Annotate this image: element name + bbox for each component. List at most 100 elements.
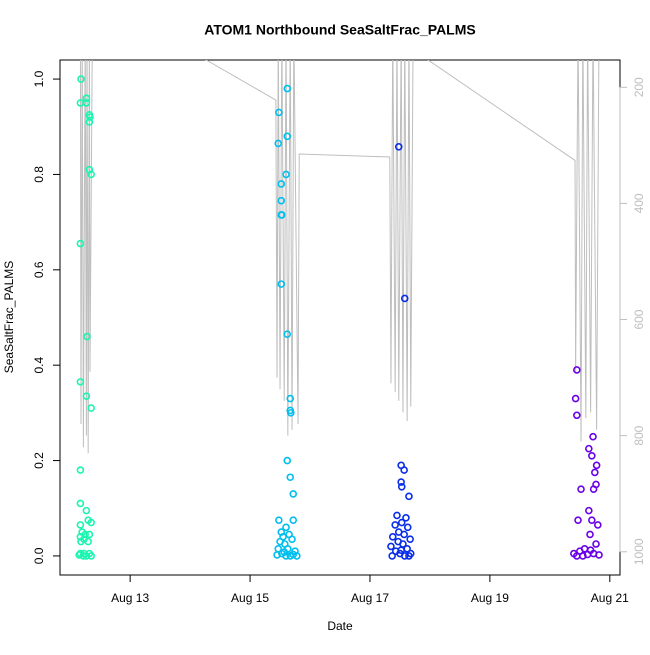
- data-point: [85, 118, 94, 126]
- chart-title: ATOM1 Northbound SeaSaltFrac_PALMS: [204, 22, 475, 38]
- data-point: [82, 506, 91, 515]
- data-point: [76, 521, 85, 529]
- data-point: [391, 521, 399, 529]
- data-point: [406, 535, 414, 544]
- data-point: [577, 485, 585, 493]
- data-point: [273, 551, 281, 559]
- data-point: [397, 546, 405, 555]
- data-point: [288, 535, 296, 544]
- data-point: [588, 516, 596, 524]
- data-point: [274, 139, 283, 148]
- data-point: [393, 511, 401, 520]
- x-tick-label: Aug 19: [471, 591, 509, 605]
- data-point: [277, 280, 286, 288]
- data-point: [85, 530, 94, 539]
- data-point: [573, 366, 581, 374]
- data-point: [400, 552, 409, 560]
- data-point: [394, 142, 403, 151]
- y-tick-label: 0.8: [32, 166, 46, 183]
- y-tick-label: 0.0: [32, 547, 46, 564]
- x-tick-label: Aug 15: [231, 591, 269, 605]
- y2-tick-label: 400: [632, 193, 646, 213]
- data-point: [86, 113, 94, 122]
- data-point: [283, 330, 292, 338]
- data-point: [387, 542, 395, 551]
- data-point: [76, 239, 85, 248]
- data-point: [286, 473, 295, 482]
- y2-tick-label: 600: [632, 309, 646, 329]
- data-point: [592, 461, 601, 470]
- data-point: [277, 180, 286, 188]
- data-point: [283, 132, 292, 141]
- data-point: [289, 550, 298, 559]
- data-point: [76, 466, 85, 474]
- data-point: [82, 392, 91, 400]
- plot-area: [75, 60, 603, 560]
- data-point: [397, 482, 406, 491]
- data-point: [287, 409, 295, 417]
- x-tick-label: Aug 21: [591, 591, 629, 605]
- data-point: [403, 523, 412, 532]
- data-point: [83, 332, 91, 341]
- data-point: [286, 394, 295, 403]
- x-tick-label: Aug 13: [111, 591, 149, 605]
- data-point: [80, 549, 88, 558]
- data-point: [586, 530, 594, 539]
- data-point: [282, 523, 290, 532]
- data-point: [573, 411, 581, 420]
- data-point: [87, 170, 95, 179]
- data-point: [87, 552, 95, 560]
- data-point: [82, 94, 91, 102]
- data-point: [400, 294, 409, 303]
- y-tick-label: 1.0: [32, 70, 46, 87]
- data-point: [77, 537, 85, 546]
- data-point: [275, 516, 283, 524]
- data-point: [400, 530, 408, 539]
- x-tick-label: Aug 17: [351, 591, 389, 605]
- data-point: [405, 492, 413, 501]
- y-axis-label: SeaSaltFrac_PALMS: [2, 261, 16, 374]
- data-point: [579, 552, 587, 560]
- data-point: [283, 456, 292, 465]
- pressure-line: [79, 60, 600, 454]
- data-point: [585, 506, 593, 515]
- data-point: [397, 518, 406, 527]
- data-point: [388, 552, 396, 560]
- y-tick-label: 0.6: [32, 261, 46, 278]
- data-point: [87, 518, 95, 527]
- data-point: [594, 521, 602, 529]
- data-point: [87, 404, 95, 412]
- data-point: [280, 548, 289, 556]
- data-point: [571, 394, 580, 403]
- data-point: [289, 490, 298, 498]
- data-point: [595, 551, 603, 559]
- data-point: [574, 516, 582, 524]
- data-point: [283, 84, 292, 93]
- data-point: [82, 99, 91, 107]
- data-point: [84, 537, 92, 546]
- data-point: [77, 75, 85, 83]
- data-point: [588, 451, 596, 460]
- data-point: [277, 196, 286, 205]
- y-tick-label: 0.2: [32, 452, 46, 469]
- data-point: [405, 552, 413, 560]
- data-point: [400, 466, 408, 474]
- data-point: [289, 516, 298, 524]
- data-point: [397, 478, 405, 486]
- data-point: [282, 170, 290, 179]
- data-point: [282, 552, 290, 560]
- y2-tick-label: 1000: [632, 538, 646, 565]
- data-point: [591, 468, 599, 477]
- x-axis-label: Date: [327, 619, 353, 633]
- y2-tick-label: 800: [632, 425, 646, 445]
- data-point: [388, 533, 397, 541]
- data-point: [592, 540, 600, 548]
- data-point: [275, 108, 283, 117]
- data-point: [589, 485, 598, 493]
- data-point: [589, 432, 597, 441]
- data-point: [585, 444, 593, 453]
- data-point: [402, 513, 410, 522]
- data-point: [75, 551, 83, 559]
